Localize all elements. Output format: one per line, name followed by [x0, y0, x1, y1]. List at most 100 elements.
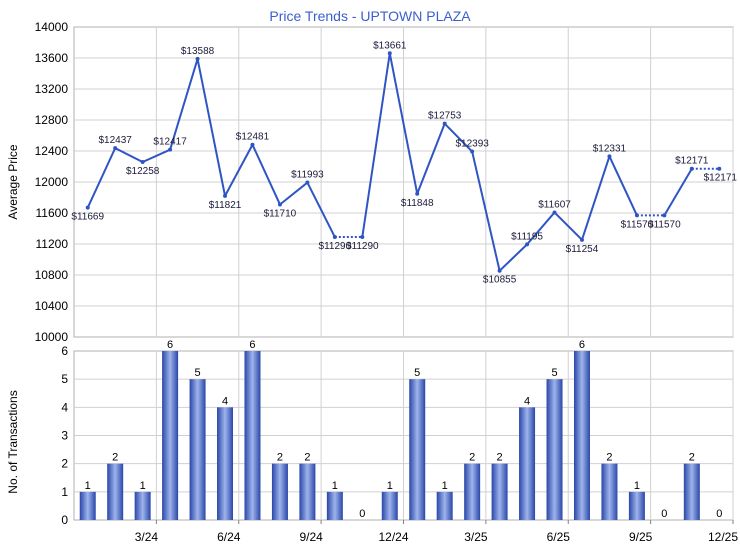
price-line-segment [553, 211, 583, 241]
price-data-label: $11290 [319, 241, 352, 252]
transactions-y-tick-label: 3 [61, 429, 68, 443]
price-line-segment [581, 156, 611, 241]
x-tick-label: 6/24 [217, 530, 241, 544]
transactions-data-label: 6 [579, 339, 585, 351]
price-point [717, 166, 722, 171]
price-line-segment [663, 168, 693, 216]
price-point [415, 191, 420, 196]
x-tick-label: 12/24 [378, 530, 408, 544]
transactions-bar [464, 463, 481, 520]
price-line-segment [86, 147, 117, 209]
price-line-segment [279, 181, 309, 206]
count-y-axis-title: No. of Transactions [6, 390, 20, 493]
transactions-bar [546, 379, 563, 520]
price-point [689, 166, 694, 171]
x-tick-label: 3/25 [464, 530, 488, 544]
price-line-segment [443, 122, 473, 153]
price-point [387, 51, 392, 56]
transactions-bar [271, 463, 288, 520]
transactions-data-label: 1 [85, 480, 91, 492]
price-data-label: $12417 [153, 137, 187, 148]
price-y-tick-label: 11600 [36, 206, 69, 220]
transactions-data-label: 1 [140, 480, 146, 492]
price-point [250, 142, 255, 147]
transactions-data-label: 4 [524, 395, 530, 407]
price-point [140, 160, 145, 165]
transactions-data-label: 2 [497, 452, 503, 464]
transactions-data-label: 1 [634, 480, 640, 492]
price-point [470, 149, 475, 154]
transactions-y-tick-label: 4 [61, 400, 68, 414]
price-line-segment [416, 123, 446, 195]
transactions-data-label: 2 [689, 452, 695, 464]
price-y-tick-label: 12800 [35, 113, 69, 127]
price-point [223, 193, 228, 198]
price-data-label: $10855 [483, 275, 517, 286]
price-data-label: $11290 [346, 241, 379, 252]
price-y-tick-label: 10400 [35, 299, 69, 313]
price-line-segment [169, 58, 199, 150]
transactions-bar [107, 463, 124, 520]
price-data-label: $13661 [373, 40, 407, 51]
transactions-y-tick-label: 5 [61, 372, 68, 386]
price-data-label: $12258 [126, 166, 160, 177]
transactions-bar [189, 379, 206, 520]
transactions-data-label: 5 [414, 367, 420, 379]
transactions-bar [601, 463, 618, 520]
price-data-label: $12437 [99, 135, 133, 146]
transactions-bar [244, 351, 261, 520]
price-data-label: $11254 [566, 244, 599, 255]
price-data-label: $12393 [455, 139, 489, 150]
price-data-label: $12753 [428, 111, 462, 122]
price-point [497, 268, 502, 273]
transactions-data-label: 0 [716, 508, 722, 520]
transactions-data-label: 2 [277, 452, 283, 464]
transactions-data-label: 1 [442, 480, 448, 492]
price-data-label: $12171 [704, 173, 738, 184]
price-point [360, 235, 365, 240]
chart-title: Price Trends - UPTOWN PLAZA [269, 8, 471, 24]
transactions-data-label: 1 [387, 480, 393, 492]
price-y-tick-label: 13200 [35, 82, 69, 96]
price-y-axis-title: Average Price [6, 144, 20, 219]
transactions-data-label: 2 [469, 452, 475, 464]
transactions-bar [628, 491, 645, 520]
transactions-data-label: 6 [249, 339, 255, 351]
price-line-segment [471, 151, 501, 271]
price-point [525, 242, 530, 247]
transactions-bar [326, 491, 343, 520]
x-tick-label: 6/25 [547, 530, 571, 544]
price-y-tick-label: 14000 [35, 20, 69, 34]
price-point [634, 213, 639, 218]
transactions-y-tick-label: 2 [61, 457, 68, 471]
price-point [305, 180, 310, 185]
price-data-label: $11607 [538, 199, 571, 210]
price-point [195, 56, 200, 61]
price-line-segment [196, 58, 227, 197]
x-tick-label: 9/25 [629, 530, 653, 544]
price-data-label: $11195 [511, 231, 543, 242]
transactions-bar [683, 463, 700, 520]
transactions-bar [409, 379, 426, 520]
transactions-bar [299, 463, 316, 520]
price-data-label: $11821 [209, 200, 242, 211]
price-point [85, 205, 90, 210]
price-line-segment [498, 243, 528, 272]
price-data-label: $12481 [236, 132, 270, 143]
price-data-label: $11570 [648, 219, 681, 230]
price-line-segment [224, 144, 254, 197]
transactions-bar [79, 491, 96, 520]
price-line-segment [114, 147, 144, 163]
price-point [332, 235, 337, 240]
price-line-segment [361, 53, 391, 238]
transactions-data-label: 0 [661, 508, 667, 520]
transactions-bar [162, 351, 179, 520]
transactions-y-tick-label: 0 [61, 513, 68, 527]
transactions-bar [491, 463, 508, 520]
price-data-label: $13588 [181, 46, 215, 57]
price-data-label: $11570 [621, 219, 654, 230]
price-line-segment [526, 211, 556, 246]
price-line-segment [306, 182, 336, 238]
